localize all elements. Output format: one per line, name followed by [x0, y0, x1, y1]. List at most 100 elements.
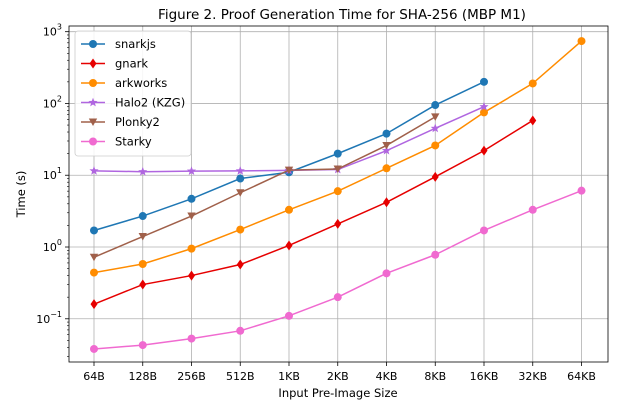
data-point [236, 174, 245, 183]
data-point [431, 250, 440, 259]
data-point [236, 259, 244, 270]
legend-box [74, 30, 192, 157]
series-line [93, 119, 534, 305]
data-point [528, 205, 537, 214]
data-point [138, 341, 147, 350]
legend-item: Starky [81, 135, 152, 149]
legend-label: gnark [115, 57, 148, 71]
legend-marker [89, 40, 97, 48]
data-point [89, 166, 99, 175]
legend-marker [89, 58, 97, 69]
data-point [284, 166, 294, 175]
y-axis-label: Time (s) [14, 171, 28, 219]
x-axis-label: Input Pre-Image Size [278, 386, 397, 400]
y-tick-label: 103 [43, 23, 62, 39]
data-point [187, 194, 196, 203]
x-tick-label: 32KB [518, 370, 547, 383]
data-point [381, 145, 392, 155]
series-starky [90, 186, 586, 353]
data-point [236, 326, 245, 335]
data-point [188, 270, 195, 281]
y-tick-label: 101 [43, 166, 62, 182]
x-tick-label: 256B [177, 370, 206, 383]
data-point [529, 115, 537, 126]
data-point [577, 186, 586, 195]
y-tick-label: 102 [43, 94, 62, 110]
legend-item: Halo2 (KZG) [81, 96, 185, 110]
legend-item: arkworks [81, 76, 167, 90]
y-tick-label: 100 [43, 238, 62, 254]
legend-item: snarkjs [81, 37, 156, 51]
legend-item: Plonky2 [81, 115, 160, 129]
data-point [236, 189, 245, 197]
data-point [187, 244, 196, 253]
data-point [138, 166, 148, 176]
x-tick-label: 128B [128, 370, 157, 383]
data-point [139, 279, 147, 290]
data-point [333, 149, 342, 158]
x-tick-label: 512B [226, 370, 255, 383]
data-point [382, 141, 391, 150]
data-point [138, 212, 147, 221]
data-point [236, 225, 245, 234]
x-tick-label: 64B [83, 370, 105, 383]
data-point [382, 269, 391, 278]
data-point [431, 113, 440, 121]
data-point [431, 141, 440, 150]
legend-label: snarkjs [115, 37, 156, 51]
data-point [431, 171, 439, 182]
data-point [333, 293, 342, 302]
series-gnark [90, 115, 537, 310]
data-point [186, 166, 197, 176]
data-point [480, 226, 488, 235]
data-point [285, 205, 293, 214]
data-point [90, 344, 98, 353]
data-point [333, 187, 342, 196]
data-point [235, 166, 245, 175]
series-arkworks [90, 37, 586, 277]
x-tick-label: 4KB [376, 370, 398, 383]
data-point [334, 218, 342, 229]
data-point [90, 268, 98, 277]
data-point [577, 37, 586, 46]
data-point [285, 240, 293, 251]
x-tick-label: 16KB [470, 370, 499, 383]
data-point [138, 259, 147, 268]
data-point [383, 197, 390, 208]
legend: snarkjs gnark arkworks Halo2 (KZG) Plonky2 St… [74, 30, 192, 157]
x-tick-label: 1KB [278, 370, 300, 383]
data-point [187, 212, 196, 221]
y-axis: 103 102 101 100 10−1 [36, 23, 69, 357]
series-plonky2 [89, 113, 440, 262]
data-point [479, 101, 489, 111]
data-point [382, 129, 391, 138]
legend-marker [88, 97, 98, 107]
data-point [90, 226, 98, 235]
data-point [285, 311, 293, 320]
legend-label: Starky [115, 135, 152, 149]
legend-label: Plonky2 [115, 115, 160, 129]
data-point [480, 145, 488, 156]
legend-marker [89, 79, 97, 87]
y-tick-label: 10−1 [36, 310, 62, 326]
chart-title: Figure 2. Proof Generation Time for SHA-… [158, 7, 526, 23]
data-point [431, 101, 440, 110]
plot-frame [68, 25, 609, 363]
data-point [430, 123, 440, 133]
data-point [480, 77, 488, 86]
series-layer [89, 37, 586, 353]
series-line [93, 116, 436, 258]
x-axis: 64B 128B 256B 512B 1KB 2KB 4KB 8KB 16KB 32KB 64KB [83, 362, 596, 383]
x-tick-label: 8KB [424, 370, 446, 383]
data-point [480, 108, 488, 117]
data-point [333, 165, 342, 174]
data-point [382, 164, 391, 173]
x-tick-label: 64KB [567, 370, 596, 383]
data-point [187, 334, 196, 343]
data-point [138, 233, 147, 241]
data-point [90, 299, 98, 310]
legend-label: Halo2 (KZG) [115, 96, 185, 110]
legend-marker [89, 137, 97, 146]
data-point [528, 79, 537, 88]
